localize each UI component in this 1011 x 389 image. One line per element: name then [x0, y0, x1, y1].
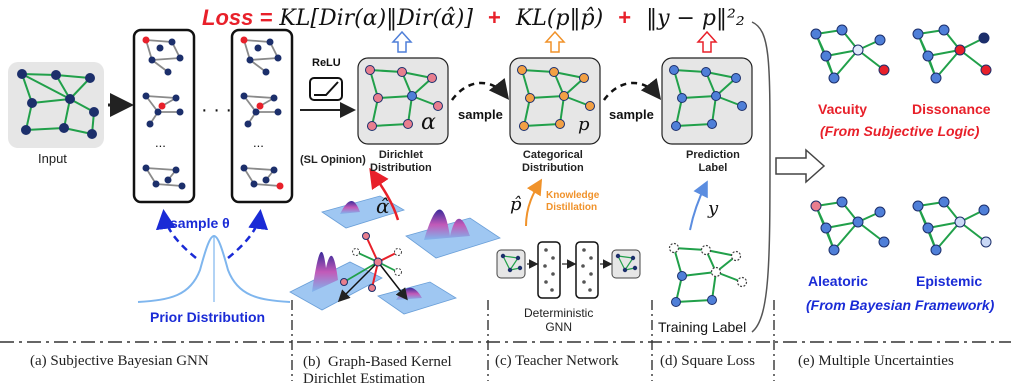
prediction-graph-panel	[661, 57, 753, 145]
loss-plus-1: +	[487, 5, 501, 30]
alpha-hat-arrow	[369, 167, 400, 221]
p-hat-symbol: p̂	[510, 194, 522, 215]
dirichlet-graph-panel	[357, 57, 449, 145]
dissonance-label: Dissonance	[912, 101, 991, 117]
caption-c: (c) Teacher Network	[495, 353, 619, 369]
caption-a: (a) Subjective Bayesian GNN	[30, 353, 209, 369]
relu-box	[309, 77, 343, 101]
loss-term-kl-categorical: KL(p‖p̂)	[515, 6, 604, 31]
sample-ellipsis-1: ...	[155, 135, 166, 150]
aleatoric-label: Aleatoric	[808, 273, 868, 289]
bayesian-framework-label: (From Bayesian Framework)	[806, 297, 995, 313]
teacher-network	[496, 241, 641, 299]
prediction-label: Prediction Label	[686, 149, 740, 174]
loss-equation: Loss = KL[Dir(α)‖Dir(α̂)] + KL(p‖p̂) + ‖…	[202, 5, 745, 31]
training-label-graph	[668, 242, 748, 307]
sample-label-2: sample	[609, 107, 654, 122]
epistemic-label: Epistemic	[916, 273, 983, 289]
prior-text: Prior Distribution	[150, 309, 266, 325]
y-symbol: y	[708, 198, 719, 219]
diagram-canvas	[0, 21, 1011, 381]
sample-theta-text: sample θ	[170, 215, 230, 231]
sample-arrow-left	[155, 209, 197, 259]
aleatoric-graph	[810, 196, 890, 256]
caption-b: (b) Graph-Based Kernel Dirichlet Estimat…	[303, 354, 452, 388]
input-graph-panel	[8, 62, 104, 148]
categorical-graph-panel	[509, 57, 601, 145]
epistemic-graph	[912, 196, 992, 256]
loss-bracket	[751, 21, 771, 333]
input-label: Input	[38, 151, 67, 166]
caption-e: (e) Multiple Uncertainties	[798, 353, 954, 369]
distillation-arrow	[525, 178, 543, 227]
sample-column-1	[132, 28, 196, 204]
caption-d: (d) Square Loss	[660, 353, 755, 369]
sl-opinion-label: (SL Opinion)	[300, 154, 366, 166]
sample-arrow-right	[227, 209, 269, 259]
sample-theta-label: sample θ	[170, 216, 230, 230]
loss-plus-2: +	[618, 5, 632, 30]
column-dividers	[291, 300, 775, 381]
training-label-text: Training Label	[658, 319, 747, 335]
kernel-graph	[337, 232, 408, 303]
relu-label: ReLU	[312, 57, 341, 69]
vacuity-graph	[810, 24, 890, 84]
subjective-logic-label: (From Subjective Logic)	[820, 123, 980, 139]
big-right-arrow-icon	[775, 148, 826, 184]
up-arrow-red-icon	[696, 30, 718, 53]
sample-ellipsis-2: ...	[253, 135, 264, 150]
label-arrow	[689, 180, 708, 231]
deterministic-gnn-label: Deterministic GNN	[524, 306, 594, 335]
categorical-label: Categorical Distribution	[522, 149, 584, 174]
up-arrow-orange-icon	[544, 30, 566, 53]
dissonance-graph	[912, 24, 992, 84]
loss-term-kl-dirichlet: KL[Dir(α)‖Dir(α̂)]	[279, 6, 473, 31]
knowledge-distillation-label: Knowledge Distillation	[546, 190, 600, 213]
loss-term-square: ‖y − p‖²₂	[646, 6, 745, 31]
vacuity-label: Vacuity	[818, 101, 868, 117]
alpha-symbol: α	[421, 110, 436, 135]
prior-label: Prior Distribution	[150, 310, 265, 324]
p-symbol: p	[578, 114, 590, 135]
relu-curve	[314, 81, 339, 96]
sample-arrow-cat-pred	[602, 78, 662, 101]
alpha-hat-symbol: α̂	[376, 194, 390, 218]
dirichlet-label: Dirichlet Distribution	[370, 149, 432, 174]
sample-arrow-dir-cat	[450, 78, 510, 101]
loss-prefix: Loss =	[202, 5, 273, 30]
sample-label-1: sample	[458, 107, 503, 122]
sample-column-2	[230, 28, 294, 204]
figure: Loss = KL[Dir(α)‖Dir(α̂)] + KL(p‖p̂) + ‖…	[0, 5, 1011, 387]
ellipsis-dots: · · ·	[201, 99, 233, 121]
up-arrow-blue-icon	[391, 30, 413, 53]
